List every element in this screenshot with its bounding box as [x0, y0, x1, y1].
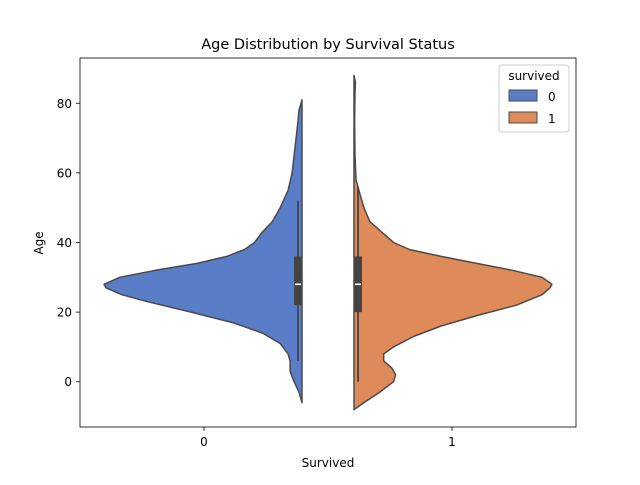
legend-label-1: 1 — [548, 112, 556, 126]
violin-half-0 — [103, 99, 303, 404]
y-tick-label: 0 — [64, 375, 72, 389]
chart-title: Age Distribution by Survival Status — [201, 37, 455, 53]
y-tick-label: 40 — [57, 236, 72, 250]
x-tick-label: 1 — [448, 435, 456, 449]
x-tick-label: 0 — [200, 435, 208, 449]
violin-half-1 — [353, 74, 553, 411]
violin-layer — [103, 74, 553, 411]
legend-swatch-1 — [508, 111, 538, 124]
y-tick-label: 20 — [57, 306, 72, 320]
legend: survived 0 1 — [498, 64, 570, 133]
legend-title: survived — [508, 69, 559, 83]
legend-swatch-0 — [508, 89, 538, 102]
iqr-box-0 — [294, 256, 302, 306]
y-axis: 0 20 40 60 80 — [57, 97, 80, 389]
x-axis-label: Survived — [302, 456, 355, 470]
y-tick-label: 80 — [57, 97, 72, 111]
legend-label-0: 0 — [548, 90, 556, 104]
y-tick-label: 60 — [57, 166, 72, 180]
y-axis-label: Age — [32, 231, 46, 254]
